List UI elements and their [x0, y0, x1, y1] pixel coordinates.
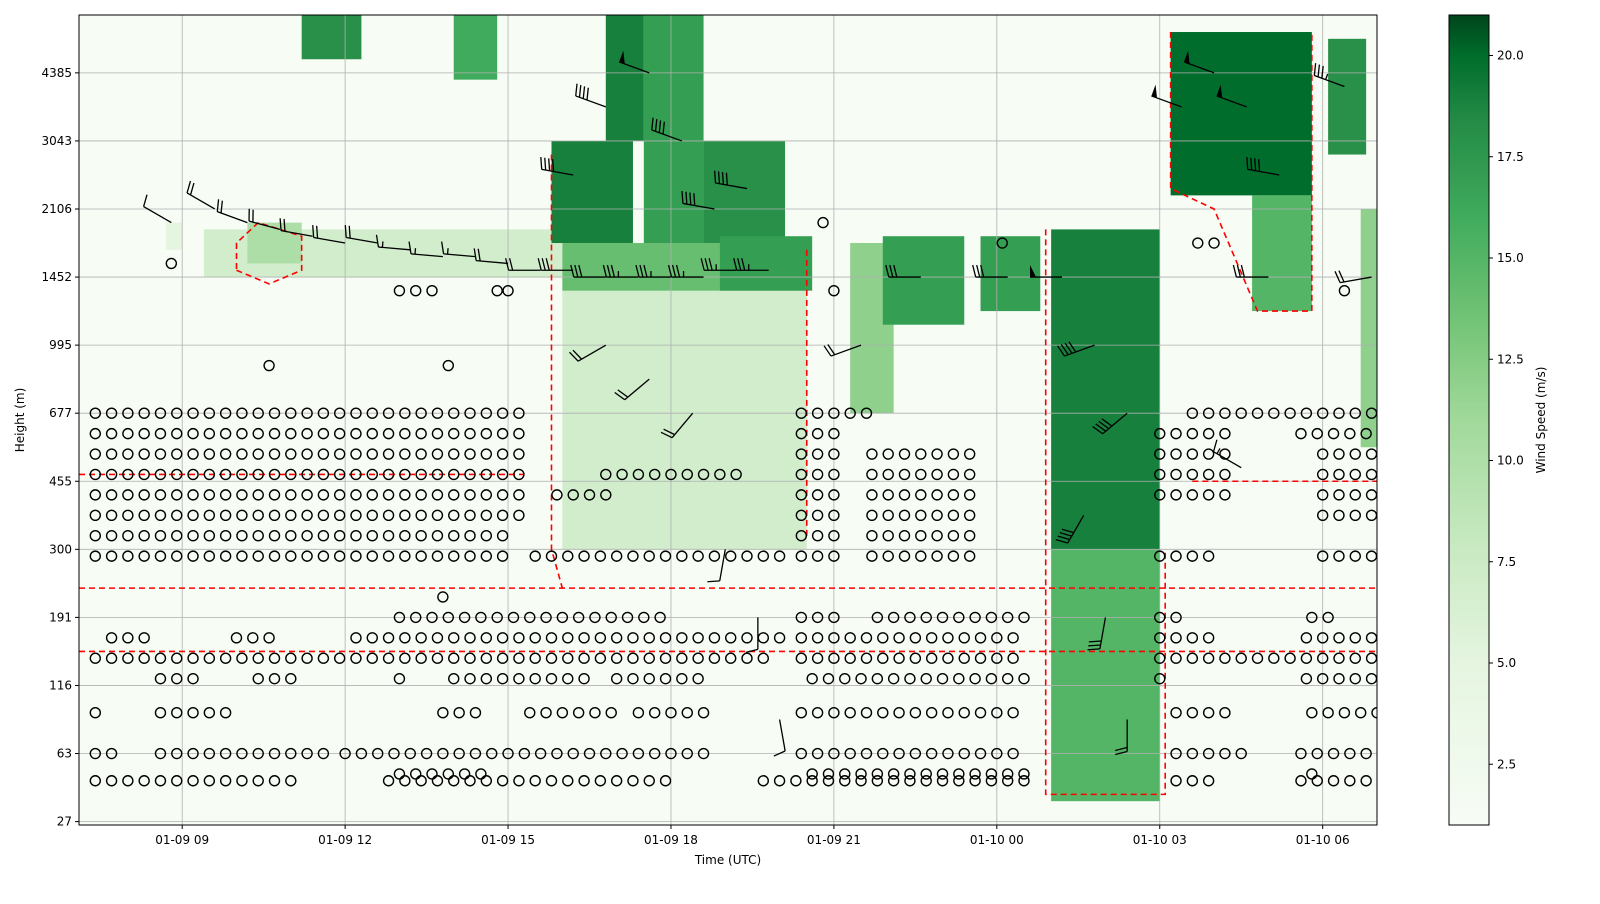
speed-cell: [551, 141, 632, 243]
colorbar-tick-label: 12.5: [1497, 352, 1524, 366]
x-tick-label: 01-10 06: [1296, 833, 1350, 847]
speed-cell: [606, 12, 644, 141]
speed-cell: [1051, 549, 1160, 801]
barb-feather: [280, 218, 281, 230]
barb-feather: [1247, 157, 1248, 169]
x-tick-label: 01-09 12: [318, 833, 372, 847]
y-tick-label: 116: [49, 678, 72, 692]
barb-feather: [284, 219, 285, 231]
x-tick-label: 01-09 18: [644, 833, 698, 847]
colorbar-tick-label: 15.0: [1497, 251, 1524, 265]
barb-feather: [723, 172, 724, 184]
barb-feather: [549, 158, 550, 170]
x-tick-label: 01-09 21: [807, 833, 861, 847]
colorbar-tick-label: 2.5: [1497, 757, 1516, 771]
y-tick-label: 4385: [41, 66, 72, 80]
speed-cell: [1328, 39, 1366, 155]
x-tick-label: 01-10 03: [1133, 833, 1187, 847]
speed-cell: [883, 236, 964, 324]
barb-feather: [719, 171, 720, 183]
x-axis: 01-09 09 01-09 12 01-09 15 01-09 18 01-09 21…: [155, 825, 1349, 847]
colorbar-tick-label: 20.0: [1497, 49, 1524, 63]
speed-cell: [247, 223, 301, 264]
y-tick-label: 300: [49, 542, 72, 556]
barb-feather: [682, 191, 683, 203]
y-tick-label: 63: [57, 747, 72, 761]
barb-feather: [1259, 159, 1260, 171]
barb-feather: [686, 192, 687, 204]
colorbar-axis: 2.5 5.0 7.5 10.0 12.5 15.0 17.5 20.0: [1489, 49, 1524, 772]
barb-feather: [690, 192, 691, 204]
colorbar-label: Wind Speed (m/s): [1534, 367, 1548, 474]
x-tick-label: 01-09 15: [481, 833, 535, 847]
speed-cell: [644, 12, 704, 243]
barb-feather: [541, 157, 542, 169]
barb-feather: [715, 171, 716, 183]
x-axis-label: Time (UTC): [694, 853, 761, 867]
colorbar-tick-label: 7.5: [1497, 555, 1516, 569]
y-tick-label: 2106: [41, 202, 72, 216]
barb-feather: [1251, 158, 1252, 170]
y-tick-label: 27: [57, 815, 72, 829]
speed-cell: [302, 8, 362, 59]
y-axis: 27 63 116 191 300 455 677 995 1452 2106 3043 4385: [41, 66, 79, 829]
barb-feather: [349, 226, 350, 238]
barb-feather: [545, 158, 546, 170]
colorbar-tick-label: 5.0: [1497, 656, 1516, 670]
barb-feather: [1088, 649, 1100, 650]
barb-feather: [707, 581, 719, 582]
barb-feather: [553, 159, 554, 171]
barb-half-feather: [448, 248, 449, 254]
x-tick-label: 01-10 00: [970, 833, 1024, 847]
barb-feather: [694, 193, 695, 205]
barb-feather: [345, 225, 346, 237]
y-tick-label: 677: [49, 406, 72, 420]
speed-cell: [166, 223, 182, 250]
y-axis-label: Height (m): [13, 388, 27, 453]
speed-cell: [1252, 195, 1312, 311]
speed-cell: [454, 12, 497, 80]
speed-cell: [720, 236, 812, 290]
colorbar: [1449, 15, 1489, 825]
speed-cell: [704, 141, 785, 243]
barb-feather: [313, 225, 314, 237]
speed-cell: [1171, 32, 1312, 195]
y-tick-label: 995: [49, 338, 72, 352]
colorbar-tick-label: 10.0: [1497, 454, 1524, 468]
barb-feather: [726, 173, 727, 185]
barb-half-feather: [415, 248, 416, 254]
y-tick-label: 3043: [41, 134, 72, 148]
barb-feather: [1088, 645, 1100, 646]
barb-half-feather: [382, 241, 383, 247]
barb-feather: [1255, 158, 1256, 170]
y-tick-label: 1452: [41, 270, 72, 284]
speed-cell: [1361, 209, 1377, 447]
colorbar-tick-label: 17.5: [1497, 150, 1524, 164]
y-tick-label: 455: [49, 474, 72, 488]
y-tick-label: 191: [49, 610, 72, 624]
barb-feather: [1089, 641, 1101, 642]
barb-feather: [317, 226, 318, 238]
x-tick-label: 01-09 09: [155, 833, 209, 847]
